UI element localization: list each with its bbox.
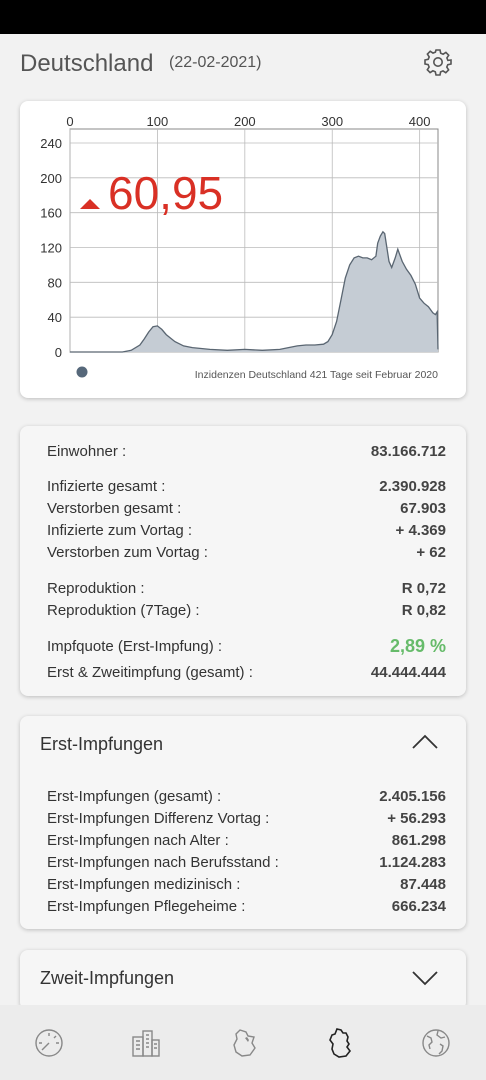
incidence-line bbox=[70, 230, 439, 353]
stat-label: Erst & Zweitimpfung (gesamt) : bbox=[47, 664, 253, 681]
stat-row-infected-total: Infizierte gesamt : 2.390.928 bbox=[47, 478, 446, 498]
state-map-icon[interactable] bbox=[228, 1027, 260, 1059]
incidence-area bbox=[70, 231, 438, 352]
chart-caption: Inzidenzen Deutschland 421 Tage seit Feb… bbox=[195, 369, 438, 381]
stat-label: Infizierte zum Vortag : bbox=[47, 522, 193, 539]
stat-label: Infizierte gesamt : bbox=[47, 478, 166, 495]
stat-value: + 4.369 bbox=[395, 522, 446, 539]
x-tick-label: 0 bbox=[66, 114, 73, 129]
y-tick-label: 200 bbox=[40, 171, 62, 186]
stat-value: R 0,82 bbox=[401, 602, 446, 619]
globe-icon[interactable] bbox=[420, 1027, 452, 1059]
stat-row-reproduction: Reproduktion : R 0,72 bbox=[47, 580, 446, 600]
stat-label: Erst-Impfungen nach Berufsstand : bbox=[47, 854, 279, 871]
y-tick-label: 40 bbox=[48, 310, 62, 325]
stat-value-highlight: 2,89 % bbox=[389, 636, 446, 656]
gear-icon[interactable] bbox=[424, 48, 452, 76]
y-tick-label: 80 bbox=[48, 275, 62, 290]
stat-label: Erst-Impfungen nach Alter : bbox=[47, 832, 229, 849]
stat-value: 67.903 bbox=[400, 500, 446, 517]
stat-row-population: Einwohner : 83.166.712 bbox=[47, 443, 446, 463]
stat-value: + 56.293 bbox=[387, 810, 446, 827]
first-vaccinations-header[interactable]: Erst-Impfungen bbox=[20, 716, 466, 772]
section-title: Zweit-Impfungen bbox=[40, 968, 175, 988]
x-tick-label: 200 bbox=[234, 114, 256, 129]
incidence-chart: 0 40 80 120 160 200 240 0 100 200 300 400 60,95 Inzid… bbox=[40, 114, 439, 381]
first-row-delta: Erst-Impfungen Differenz Vortag : + 56.2… bbox=[47, 810, 446, 830]
buildings-icon[interactable] bbox=[130, 1027, 162, 1059]
stat-row-deaths-delta: Verstorben zum Vortag : + 62 bbox=[47, 544, 446, 564]
x-tick-label: 400 bbox=[409, 114, 431, 129]
stat-label: Verstorben zum Vortag : bbox=[47, 544, 208, 561]
stat-row-deaths-total: Verstorben gesamt : 67.903 bbox=[47, 500, 446, 520]
chevron-down-icon[interactable] bbox=[412, 970, 438, 986]
y-tick-label: 120 bbox=[40, 241, 62, 256]
stat-value: 44.444.444 bbox=[370, 664, 446, 681]
first-vaccinations-card: Erst-Impfungen Erst-Impfungen (gesamt) :… bbox=[20, 716, 466, 929]
current-incidence-value: 60,95 bbox=[108, 167, 223, 219]
stat-label: Erst-Impfungen Differenz Vortag : bbox=[47, 810, 270, 827]
stat-label: Erst-Impfungen medizinisch : bbox=[47, 876, 241, 893]
x-tick-label: 300 bbox=[321, 114, 343, 129]
stat-label: Erst-Impfungen Pflegeheime : bbox=[47, 898, 246, 915]
page-indicator-dot bbox=[76, 366, 88, 378]
second-vaccinations-card[interactable]: Zweit-Impfungen bbox=[20, 950, 466, 1010]
triangle-up-icon bbox=[80, 199, 100, 209]
stat-value: 83.166.712 bbox=[370, 443, 446, 460]
y-tick-label: 160 bbox=[40, 206, 62, 221]
stat-row-vaccination-rate: Impfquote (Erst-Impfung) : 2,89 % bbox=[47, 636, 446, 658]
stat-value: 87.448 bbox=[400, 876, 446, 893]
germany-map-icon[interactable] bbox=[324, 1027, 356, 1059]
stat-value: + 62 bbox=[416, 544, 446, 561]
stat-value: 861.298 bbox=[391, 832, 446, 849]
page-title: Deutschland bbox=[20, 50, 154, 77]
first-row-medical: Erst-Impfungen medizinisch : 87.448 bbox=[47, 876, 446, 896]
speedometer-icon[interactable] bbox=[33, 1027, 65, 1059]
stat-row-infected-delta: Infizierte zum Vortag : + 4.369 bbox=[47, 522, 446, 542]
stat-value: 2.390.928 bbox=[379, 478, 446, 495]
first-row-care-homes: Erst-Impfungen Pflegeheime : 666.234 bbox=[47, 898, 446, 918]
status-bar bbox=[0, 0, 486, 34]
first-row-total: Erst-Impfungen (gesamt) : 2.405.156 bbox=[47, 788, 446, 808]
stat-value: 2.405.156 bbox=[379, 788, 446, 805]
incidence-chart-card: 0 40 80 120 160 200 240 0 100 200 300 400 60,95 Inzid… bbox=[20, 101, 466, 398]
y-tick-label: 0 bbox=[55, 345, 62, 360]
bottom-navigation bbox=[0, 1005, 486, 1080]
first-row-profession: Erst-Impfungen nach Berufsstand : 1.124.… bbox=[47, 854, 446, 874]
stat-row-reproduction-7day: Reproduktion (7Tage) : R 0,82 bbox=[47, 602, 446, 622]
stat-value: 1.124.283 bbox=[379, 854, 446, 871]
stat-label: Verstorben gesamt : bbox=[47, 500, 182, 517]
chevron-up-icon[interactable] bbox=[412, 734, 438, 750]
stat-label: Erst-Impfungen (gesamt) : bbox=[47, 788, 222, 805]
stat-label: Reproduktion : bbox=[47, 580, 145, 597]
first-row-age: Erst-Impfungen nach Alter : 861.298 bbox=[47, 832, 446, 852]
stats-card: Einwohner : 83.166.712 Infizierte gesamt… bbox=[20, 426, 466, 696]
section-title: Erst-Impfungen bbox=[40, 734, 164, 754]
x-tick-label: 100 bbox=[147, 114, 169, 129]
stat-label: Einwohner : bbox=[47, 443, 127, 460]
stat-value: 666.234 bbox=[391, 898, 446, 915]
page-date: (22-02-2021) bbox=[169, 54, 262, 71]
stat-label: Reproduktion (7Tage) : bbox=[47, 602, 200, 619]
stat-value: R 0,72 bbox=[401, 580, 446, 597]
app-header: Deutschland (22-02-2021) bbox=[0, 34, 486, 90]
stat-label: Impfquote (Erst-Impfung) : bbox=[47, 638, 223, 655]
y-tick-label: 240 bbox=[40, 136, 62, 151]
stat-row-vaccination-total: Erst & Zweitimpfung (gesamt) : 44.444.44… bbox=[47, 664, 446, 684]
